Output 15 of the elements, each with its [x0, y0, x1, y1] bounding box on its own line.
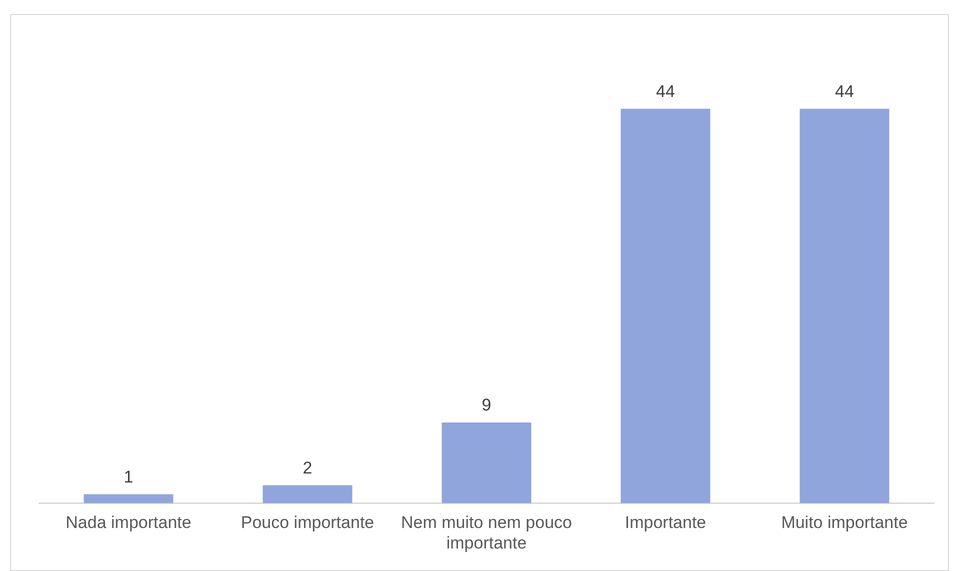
data-label: 2	[302, 458, 312, 478]
data-label: 1	[124, 467, 134, 486]
x-tick-label: Pouco importante	[240, 513, 374, 532]
data-label: 9	[482, 396, 492, 415]
x-tick-label: Muito importante	[781, 513, 908, 532]
x-tick-label: Nem muito nem pouco importante	[400, 513, 572, 552]
data-label: 44	[835, 82, 854, 101]
x-tick-label: Nada importante	[66, 513, 192, 532]
x-tick-label: Importante	[624, 513, 706, 532]
bar	[800, 108, 890, 504]
bar	[442, 422, 532, 504]
data-label: 44	[656, 82, 675, 101]
bar	[262, 485, 352, 504]
bar	[84, 494, 174, 504]
bar	[620, 108, 710, 504]
